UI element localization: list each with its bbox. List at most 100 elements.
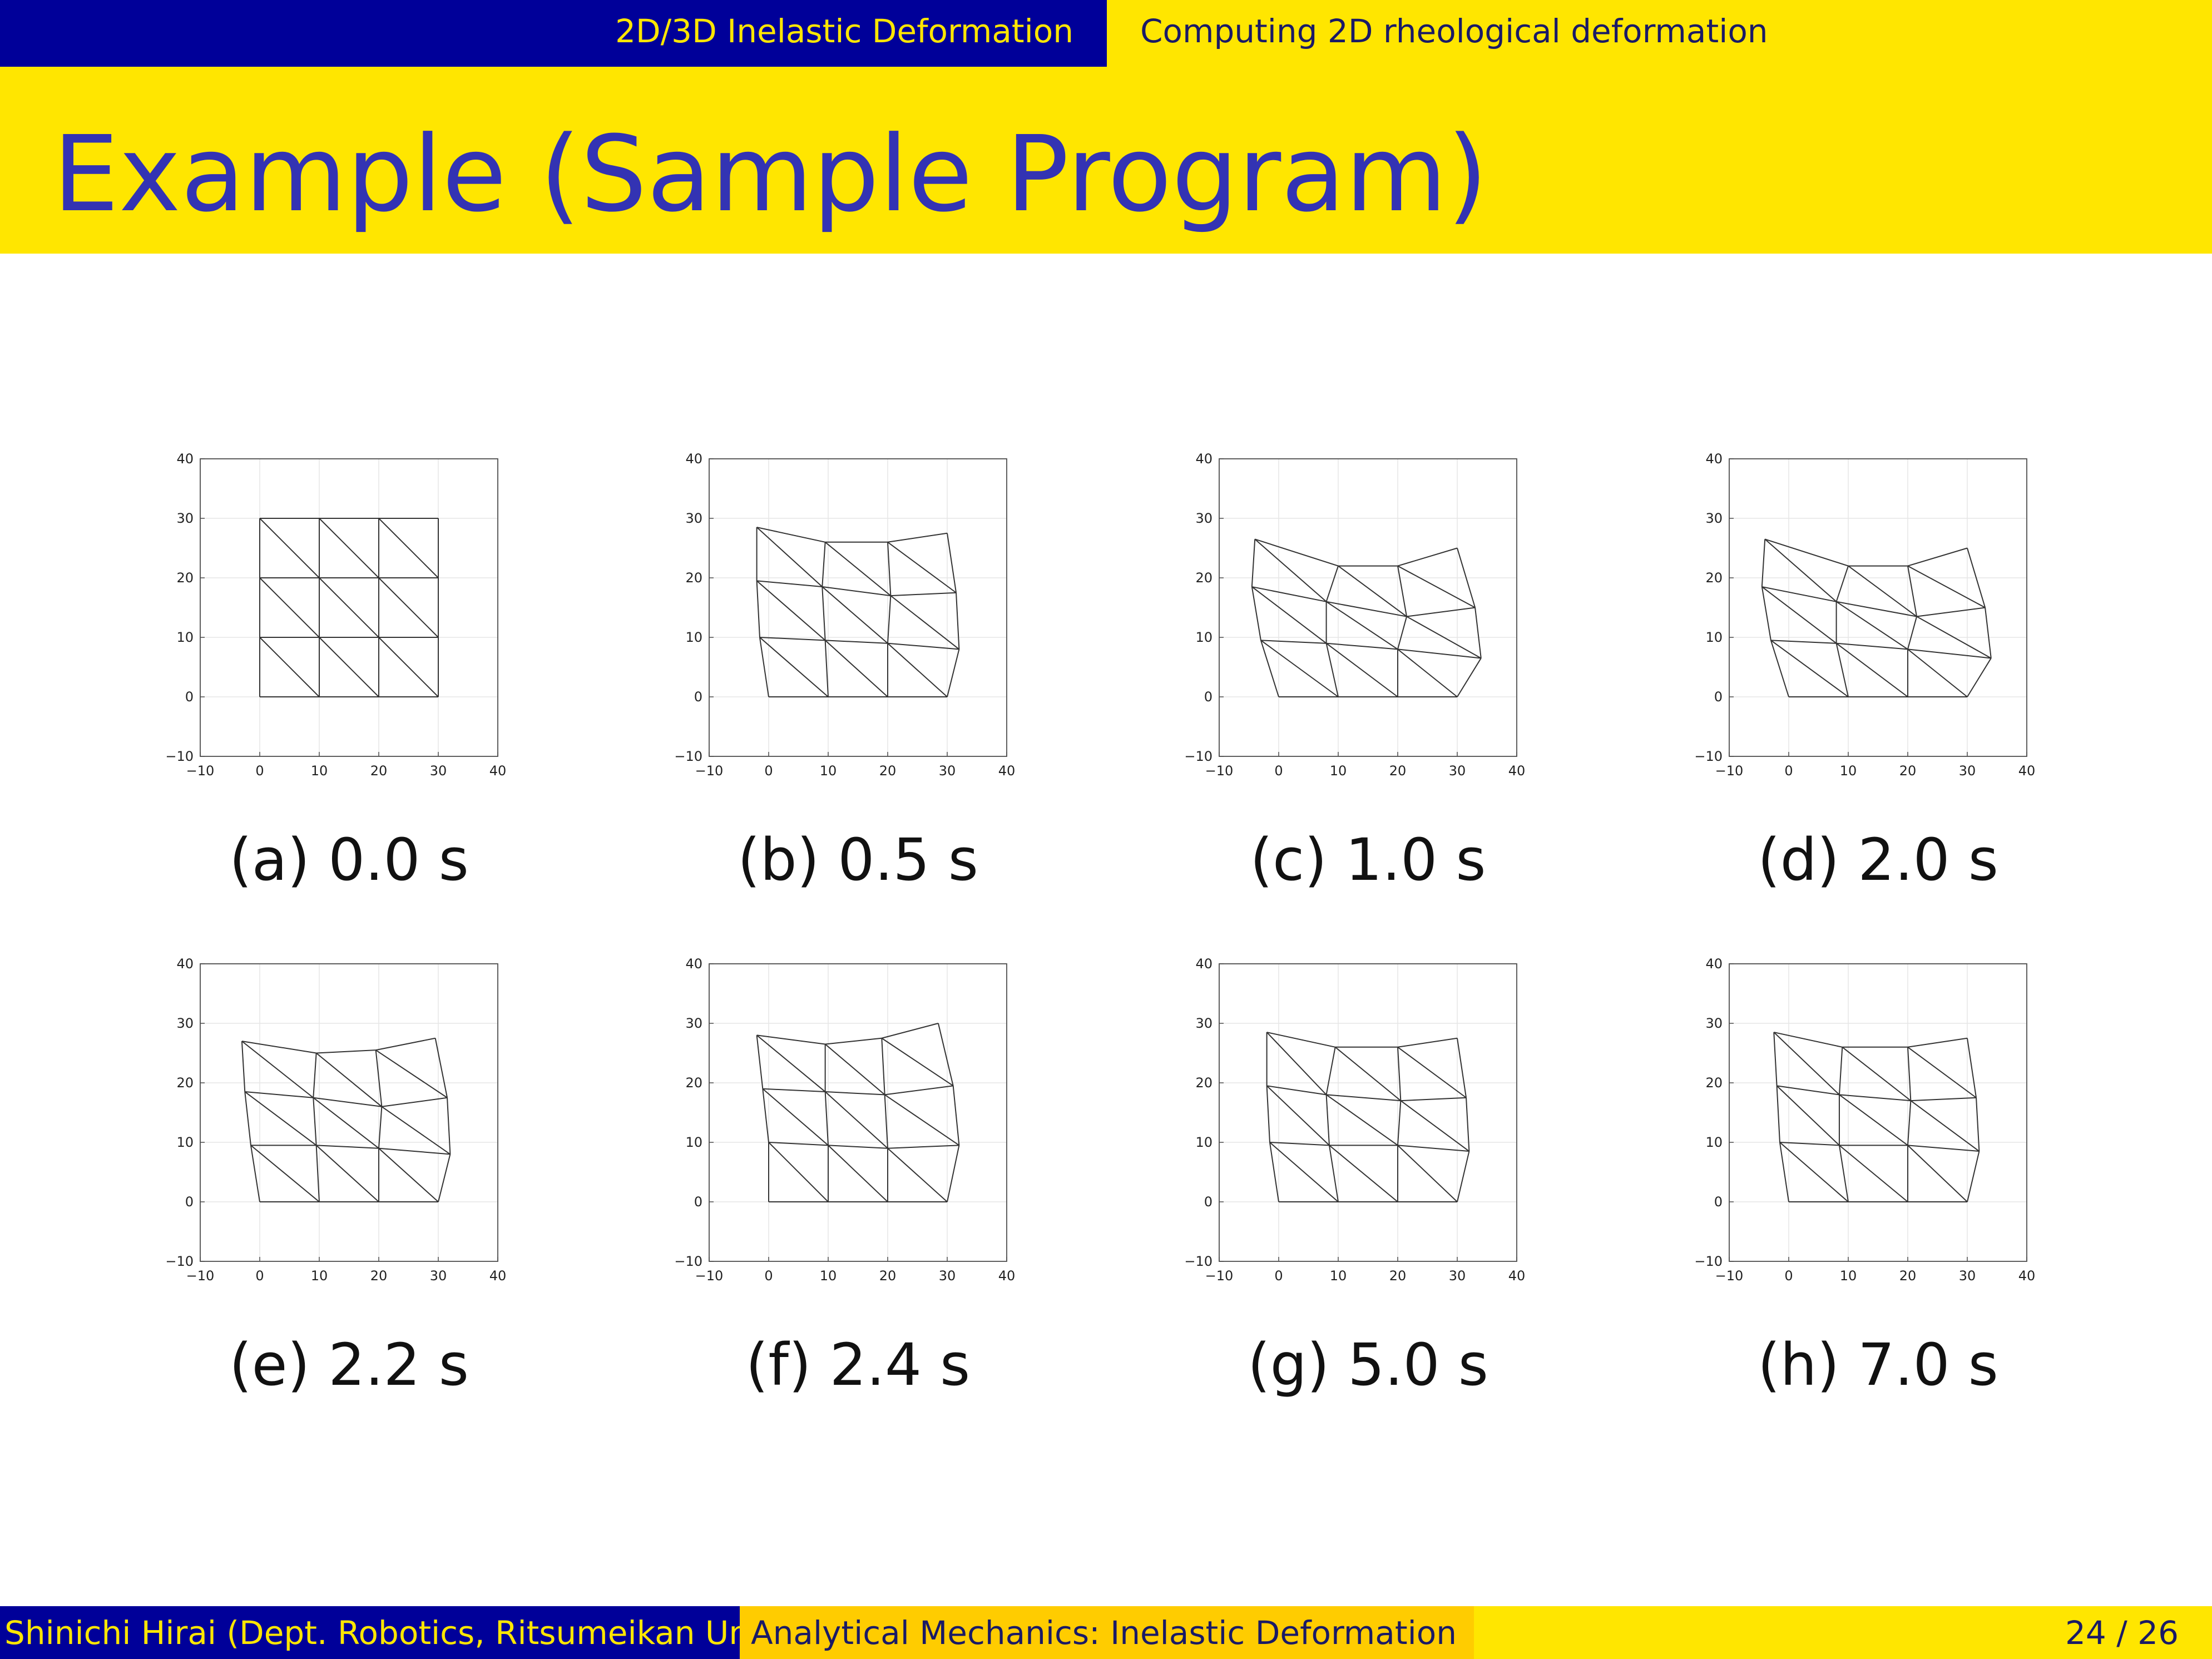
mesh-edge [881, 1037, 954, 1087]
x-tick-label: 0 [764, 1268, 773, 1284]
mesh-edge [887, 1145, 959, 1149]
footer-bar: Shinichi Hirai (Dept. Robotics, Ritsumei… [0, 1606, 2212, 1659]
mesh-edge [375, 1050, 383, 1107]
mesh-edge [382, 1097, 448, 1107]
mesh-edge [1266, 1085, 1330, 1146]
mesh-edge [1967, 657, 1992, 697]
mesh-edge [1907, 1046, 1977, 1098]
y-tick-label: 30 [685, 1016, 702, 1031]
mesh-edge [756, 527, 823, 587]
mesh-edge [890, 592, 957, 597]
mesh-edge [313, 1097, 379, 1149]
mesh-edge [952, 1086, 960, 1146]
mesh-edge [828, 1145, 888, 1202]
mesh-plot: −10−10 0 0 10 10 20 20 30 30 40 40 [165, 451, 506, 779]
mesh-edge [1457, 1151, 1470, 1202]
mesh-edge [1967, 1151, 1980, 1202]
y-tick-label: 0 [185, 689, 194, 705]
x-tick-label: 10 [1330, 763, 1347, 779]
mesh-edge [824, 640, 829, 697]
mesh-edge [1326, 1094, 1401, 1102]
mesh-edge [824, 1091, 888, 1149]
mesh-edge [1842, 1047, 1911, 1101]
y-tick-label: 20 [176, 1075, 194, 1091]
y-tick-label: 10 [1195, 1135, 1213, 1150]
mesh-edge [1266, 1032, 1327, 1096]
y-tick-label: 10 [685, 630, 702, 645]
mesh-edge [1770, 640, 1849, 697]
mesh-edge [1907, 566, 1918, 617]
mesh-edge [1907, 1145, 1968, 1202]
mesh-edge [1773, 1032, 1840, 1096]
mesh-edge [756, 580, 826, 641]
y-tick-label: 40 [176, 956, 194, 972]
mesh-edge [244, 1091, 251, 1146]
axes-box [709, 963, 1007, 1262]
mesh-edge [316, 1052, 382, 1107]
x-tick-label: 0 [1784, 1268, 1793, 1284]
mesh-edge [1457, 548, 1476, 608]
mesh-edge [1779, 1142, 1839, 1146]
y-tick-label: −10 [1184, 1254, 1213, 1269]
mesh-edge [756, 1034, 826, 1092]
mesh-edge [1848, 565, 1917, 617]
x-tick-label: −10 [1205, 1268, 1234, 1284]
mesh-edge [1761, 539, 1766, 587]
mesh-edge [825, 1037, 882, 1045]
mesh-edge [434, 1038, 448, 1098]
mesh-edge [1774, 1032, 1843, 1048]
mesh-edge [319, 518, 379, 578]
mesh-edge [1457, 1038, 1467, 1098]
x-tick-label: 30 [1959, 1268, 1976, 1284]
mesh-edge [1326, 642, 1398, 697]
mesh-edge [1836, 601, 1908, 650]
mesh-edge [1251, 586, 1327, 602]
header-bar: 2D/3D Inelastic Deformation Computing 2D… [0, 0, 2212, 67]
x-tick-label: 20 [370, 1268, 388, 1284]
frame-title: Example (Sample Program) [53, 113, 1488, 235]
mesh-edge [1776, 1085, 1840, 1146]
mesh-edge [884, 1095, 888, 1148]
mesh-edge [1911, 1097, 1977, 1102]
mesh-edge [884, 1094, 959, 1146]
x-tick-label: 20 [879, 763, 897, 779]
mesh-edge [1397, 648, 1458, 697]
mesh-edge [1907, 1037, 1968, 1048]
mesh-edge [824, 1091, 829, 1146]
x-tick-label: 20 [1389, 763, 1407, 779]
y-tick-label: −10 [1694, 1254, 1723, 1269]
mesh-edge [1838, 1047, 1843, 1095]
mesh-edge [1266, 1085, 1327, 1096]
mesh-plot: −10−10 0 0 10 10 20 20 30 30 40 40 [1184, 956, 1525, 1284]
mesh-edge [1325, 1095, 1330, 1146]
mesh-edge [1967, 548, 1986, 608]
mesh-edge [1770, 640, 1789, 697]
mesh-edge [762, 1088, 829, 1146]
mesh-edge [259, 637, 320, 697]
subsection-link[interactable]: Computing 2D rheological deformation [1140, 12, 1768, 50]
y-tick-label: −10 [674, 749, 702, 764]
mesh-plot: −10−10 0 0 10 10 20 20 30 30 40 40 [1184, 451, 1525, 779]
y-tick-label: 0 [185, 1194, 194, 1210]
x-tick-label: −10 [1205, 763, 1234, 779]
section-link[interactable]: 2D/3D Inelastic Deformation [615, 12, 1073, 50]
mesh-edge [1325, 566, 1339, 602]
x-tick-label: −10 [1715, 763, 1744, 779]
mesh-edge [822, 586, 826, 641]
footer-author: Shinichi Hirai (Dept. Robotics, Ritsumei… [4, 1614, 740, 1652]
mesh-edge [245, 1091, 314, 1098]
mesh-plot: −10−10 0 0 10 10 20 20 30 30 40 40 [165, 956, 506, 1284]
y-tick-label: 20 [1705, 1075, 1723, 1091]
mesh-edge [1466, 1097, 1470, 1152]
footer-author-box: Shinichi Hirai (Dept. Robotics, Ritsumei… [0, 1606, 740, 1659]
y-tick-label: 10 [176, 630, 194, 645]
y-tick-label: 10 [176, 1135, 194, 1150]
mesh-edge [1776, 1086, 1780, 1143]
mesh-edge [1326, 1094, 1398, 1146]
x-tick-label: 20 [1899, 763, 1917, 779]
mesh-edge [1779, 1142, 1849, 1202]
mesh-edge [1397, 1037, 1458, 1048]
subfigure-caption: (g) 5.0 s [1248, 1331, 1488, 1399]
mesh-edge [822, 586, 888, 644]
